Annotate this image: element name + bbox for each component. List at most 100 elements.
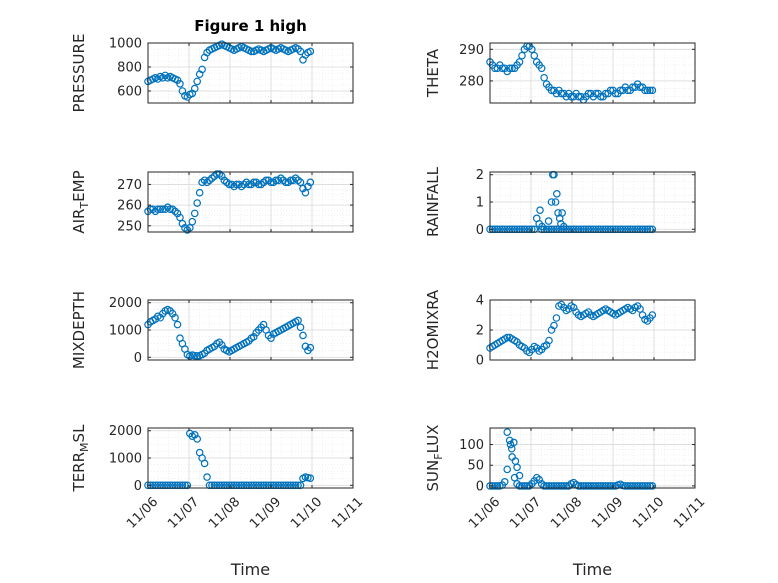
- data-point: [515, 58, 524, 66]
- data-point: [301, 342, 310, 351]
- y-tick-label: 1000: [109, 37, 142, 52]
- data-point: [168, 309, 177, 318]
- data-point: [606, 482, 615, 490]
- data-point: [232, 180, 241, 189]
- data-point: [555, 482, 563, 490]
- data-point: [562, 482, 571, 490]
- data-point: [286, 176, 295, 185]
- data-point: [609, 482, 617, 490]
- data-point: [536, 206, 544, 214]
- data-point: [306, 47, 315, 56]
- axes-box: [147, 42, 354, 104]
- data-point: [146, 205, 155, 214]
- data-point: [299, 184, 307, 193]
- data-point: [633, 482, 642, 490]
- data-point: [176, 80, 184, 88]
- y-tick-label: 1: [476, 196, 484, 211]
- data-point: [306, 474, 315, 482]
- data-point: [503, 428, 512, 436]
- subplot-pressure: 600 800 1000 PRESSURE Figure 1 high: [70, 17, 354, 113]
- data-point: [306, 343, 315, 352]
- data-point: [193, 77, 202, 86]
- data-point: [272, 176, 280, 185]
- data-point: [638, 482, 647, 490]
- data-point: [547, 198, 556, 206]
- y-tick-label: 290: [459, 43, 484, 58]
- data-point: [528, 45, 536, 54]
- chart-title: Figure 1 high: [194, 17, 307, 35]
- data-point: [294, 45, 302, 53]
- x-axis-label: Time: [230, 560, 270, 579]
- data-point: [582, 482, 590, 490]
- data-point: [225, 180, 233, 189]
- data-point: [646, 86, 654, 95]
- data-point: [213, 170, 221, 178]
- data-point: [193, 199, 202, 207]
- x-tick-label: 11/07: [507, 495, 544, 532]
- data-point: [294, 316, 302, 325]
- data-point: [579, 482, 588, 490]
- data-point: [628, 482, 637, 490]
- data-point: [550, 321, 558, 330]
- y-tick-label: 2: [476, 168, 484, 183]
- data-point: [518, 51, 526, 60]
- data-point: [545, 482, 553, 490]
- data-point: [621, 482, 630, 490]
- data-point: [296, 323, 305, 332]
- y-tick-label: 2000: [109, 296, 142, 311]
- data-point: [171, 313, 179, 322]
- data-point: [178, 219, 187, 228]
- axes-box: [147, 171, 354, 233]
- data-point: [195, 188, 204, 197]
- data-point: [262, 176, 270, 185]
- data-point: [596, 482, 605, 490]
- y-tick-label: 2: [476, 324, 484, 339]
- data-point: [193, 352, 202, 360]
- y-axis-label: PRESSURE: [70, 34, 88, 113]
- data-point: [520, 482, 529, 490]
- data-point: [296, 178, 305, 187]
- data-point: [493, 482, 502, 490]
- x-tick-label: 11/06: [466, 495, 503, 532]
- data-point: [558, 209, 566, 217]
- data-point: [623, 482, 632, 490]
- data-point: [218, 172, 226, 180]
- data-point: [503, 465, 512, 474]
- x-tick-label: 11/09: [589, 495, 626, 532]
- x-tick-label: 11/11: [329, 495, 366, 532]
- data-point: [515, 482, 524, 490]
- subplot-theta: 280 290 THETA: [424, 42, 696, 104]
- data-point: [505, 64, 514, 73]
- data-point: [553, 190, 561, 198]
- subplot-air_temp: 250 260 270 AIRTEMP: [70, 170, 354, 234]
- y-tick-label: 250: [117, 219, 142, 234]
- data-point: [535, 475, 544, 484]
- y-tick-label: 100: [459, 438, 484, 453]
- x-tick-label: 11/11: [671, 495, 708, 532]
- data-point: [173, 209, 182, 218]
- data-point: [540, 482, 548, 490]
- y-tick-label: 1000: [109, 324, 142, 339]
- axes-box: [489, 427, 696, 489]
- data-point: [550, 482, 558, 490]
- data-point: [601, 482, 610, 490]
- y-tick-label: 50: [467, 459, 484, 474]
- y-tick-label: 600: [117, 85, 142, 100]
- y-axis-label: TERRMSL: [70, 424, 91, 493]
- data-point: [559, 222, 568, 231]
- data-point: [183, 93, 192, 101]
- data-point: [190, 351, 199, 360]
- y-axis-label: AIRTEMP: [70, 170, 91, 233]
- y-axis-label: SUNFLUX: [424, 425, 445, 492]
- y-axis-label: H2OMIXRA: [424, 289, 442, 370]
- data-point: [154, 205, 162, 214]
- y-tick-label: 1000: [109, 452, 142, 467]
- subplot-rainfall: 0 1 2 RAINFALL: [424, 166, 696, 238]
- data-point: [156, 313, 165, 322]
- data-point: [296, 47, 305, 56]
- data-point: [544, 217, 553, 225]
- data-point: [557, 482, 566, 490]
- x-tick-label: 11/07: [165, 495, 202, 532]
- subplot-sun_flux: 0 50 100 11/06 11/07 11/08 11/09 11/10 11/11 SUNF…: [424, 425, 708, 579]
